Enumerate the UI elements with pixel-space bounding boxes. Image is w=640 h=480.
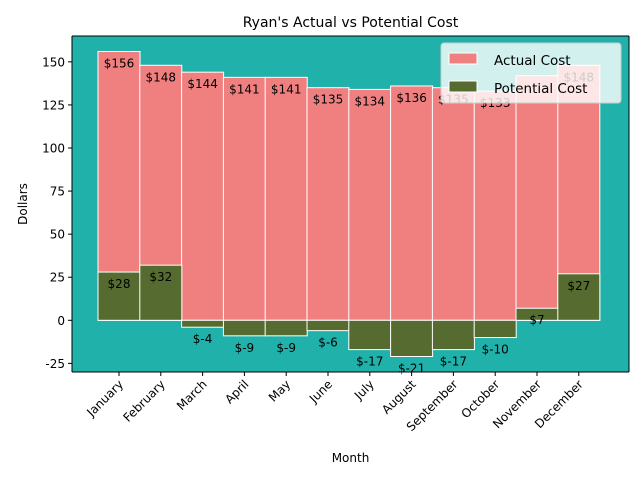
potential-cost-label-february: $32 — [149, 270, 172, 284]
potential-cost-bar-august — [390, 319, 434, 357]
actual-cost-label-march: $144 — [187, 77, 218, 91]
potential-cost-bar-may — [264, 319, 308, 337]
x-tick-label-february: February — [120, 377, 168, 425]
potential-cost-bars — [97, 264, 601, 357]
x-tick-label-august: August — [379, 377, 419, 417]
actual-cost-label-may: $141 — [271, 82, 302, 96]
x-tick-label-january: January — [83, 377, 126, 420]
x-tick-label-march: March — [174, 377, 210, 413]
potential-cost-bar-april — [222, 319, 266, 337]
potential-cost-label-april: $-9 — [235, 341, 255, 355]
potential-cost-label-november: $7 — [529, 313, 544, 327]
actual-cost-label-january: $156 — [104, 57, 135, 71]
actual-cost-label-june: $135 — [313, 93, 344, 107]
actual-cost-bar-august — [390, 85, 434, 321]
potential-cost-bar-september — [431, 319, 475, 351]
legend: Actual Cost Potential Cost — [440, 42, 622, 104]
potential-cost-label-july: $-17 — [356, 355, 383, 369]
y-tick-label: 75 — [50, 185, 65, 199]
chart-title: Ryan's Actual vs Potential Cost — [243, 15, 459, 31]
x-tick-label-june: June — [306, 377, 335, 406]
legend-swatch-potential — [448, 80, 478, 93]
x-tick-label-may: May — [266, 377, 293, 404]
actual-cost-label-july: $134 — [355, 94, 386, 108]
legend-box — [440, 42, 622, 104]
y-tick-label: 25 — [50, 271, 65, 285]
potential-cost-bar-october — [473, 319, 517, 339]
y-axis-label: Dollars — [16, 183, 30, 225]
actual-cost-bar-june — [306, 87, 350, 321]
x-axis-label: Month — [332, 451, 370, 465]
potential-cost-bar-january — [97, 271, 141, 321]
legend-label-potential: Potential Cost — [494, 81, 587, 97]
x-tick-label-july: July — [351, 377, 377, 403]
x-tick-label-april: April — [222, 377, 251, 406]
actual-cost-bar-october — [473, 90, 517, 321]
potential-cost-bar-march — [181, 319, 225, 328]
y-tick-label: 100 — [42, 142, 65, 156]
y-tick-label: -25 — [45, 357, 65, 371]
actual-cost-bar-march — [181, 71, 225, 321]
potential-cost-label-january: $28 — [108, 277, 131, 291]
potential-cost-label-september: $-17 — [440, 355, 467, 369]
actual-cost-label-august: $136 — [396, 91, 427, 105]
potential-cost-label-december: $27 — [567, 279, 590, 293]
legend-label-actual: Actual Cost — [494, 53, 571, 69]
potential-cost-label-june: $-6 — [318, 336, 338, 350]
potential-cost-bar-june — [306, 319, 350, 332]
y-tick-label: 0 — [57, 314, 65, 328]
actual-cost-label-february: $148 — [146, 70, 177, 84]
potential-cost-bar-july — [348, 319, 392, 351]
potential-cost-bar-december — [557, 273, 601, 321]
potential-cost-label-march: $-4 — [193, 332, 213, 346]
plot-frame — [71, 35, 630, 373]
y-tick-label: 125 — [42, 98, 65, 112]
y-tick-label: 50 — [50, 228, 65, 242]
potential-cost-labels: $28 $32$-4$-9 $-9 $-6$-17 $-21 $-17$-10$7$27 — [108, 270, 591, 375]
actual-cost-bar-september — [431, 87, 475, 321]
actual-cost-bar-may — [264, 76, 308, 321]
potential-cost-label-may: $-9 — [276, 341, 296, 355]
actual-cost-bar-november — [515, 75, 559, 321]
actual-cost-bars — [97, 51, 601, 321]
actual-cost-bar-april — [222, 76, 266, 321]
potential-cost-bar-february — [139, 264, 183, 321]
y-axis-ticks: -25 0 25 50 75 100 125 150 — [42, 55, 72, 371]
actual-cost-label-april: $141 — [229, 82, 260, 96]
legend-swatch-actual — [448, 52, 478, 65]
y-tick-label: 150 — [42, 55, 65, 69]
actual-cost-bar-july — [348, 88, 392, 321]
potential-cost-label-october: $-10 — [482, 343, 509, 357]
